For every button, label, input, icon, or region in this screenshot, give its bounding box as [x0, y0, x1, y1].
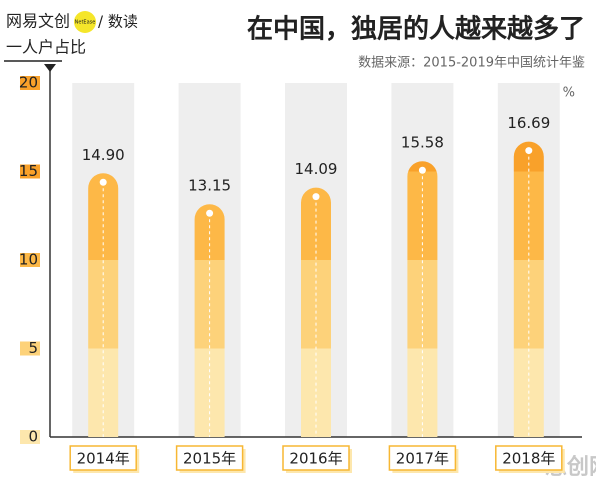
section: / 数读 — [98, 13, 138, 31]
value-label: 13.15 — [188, 177, 231, 195]
bar-dot — [99, 178, 107, 186]
x-tick-label: 2017年 — [396, 450, 449, 468]
value-label: 14.90 — [82, 146, 125, 164]
category-box — [388, 445, 457, 471]
bar — [194, 204, 225, 437]
subtitle: 数据来源：2015-2019年中国统计年鉴 — [358, 56, 585, 71]
tick-tab — [20, 253, 40, 267]
tick-tab — [20, 76, 40, 90]
category-box — [282, 445, 350, 471]
x-tick-label: 2014年 — [77, 450, 130, 468]
bar-dot — [525, 147, 533, 155]
y-tick-label: 5 — [28, 339, 38, 357]
brand: 网易文创 — [6, 12, 70, 31]
y-tick-label: 20 — [19, 74, 38, 92]
tick-tab — [20, 430, 40, 444]
category-box — [175, 445, 244, 471]
bar-dot — [206, 209, 214, 217]
x-tick-label: 2015年 — [183, 450, 236, 468]
value-label: 14.09 — [295, 160, 338, 178]
brand-badge: NetEase — [75, 20, 96, 26]
tick-tab — [20, 341, 40, 356]
axis-arrow — [44, 64, 56, 72]
y-tick-label: 10 — [19, 251, 38, 269]
category-box — [495, 445, 563, 471]
y-tick-label: 15 — [19, 162, 38, 180]
y-axis-label: 一人户占比 — [6, 38, 86, 57]
value-label: 15.58 — [401, 134, 444, 152]
chart-title: 在中国，独居的人越来越多了 — [247, 14, 585, 45]
brand-badge-circle — [74, 11, 96, 33]
value-label: 16.69 — [507, 114, 550, 132]
bar-dot — [312, 193, 320, 201]
x-tick-label: 2018年 — [502, 450, 555, 468]
tick-tab — [20, 164, 40, 179]
bar-dot — [418, 166, 426, 174]
y-tick-label: 0 — [28, 428, 38, 446]
category-box — [69, 445, 137, 471]
x-tick-label: 2016年 — [289, 450, 342, 468]
